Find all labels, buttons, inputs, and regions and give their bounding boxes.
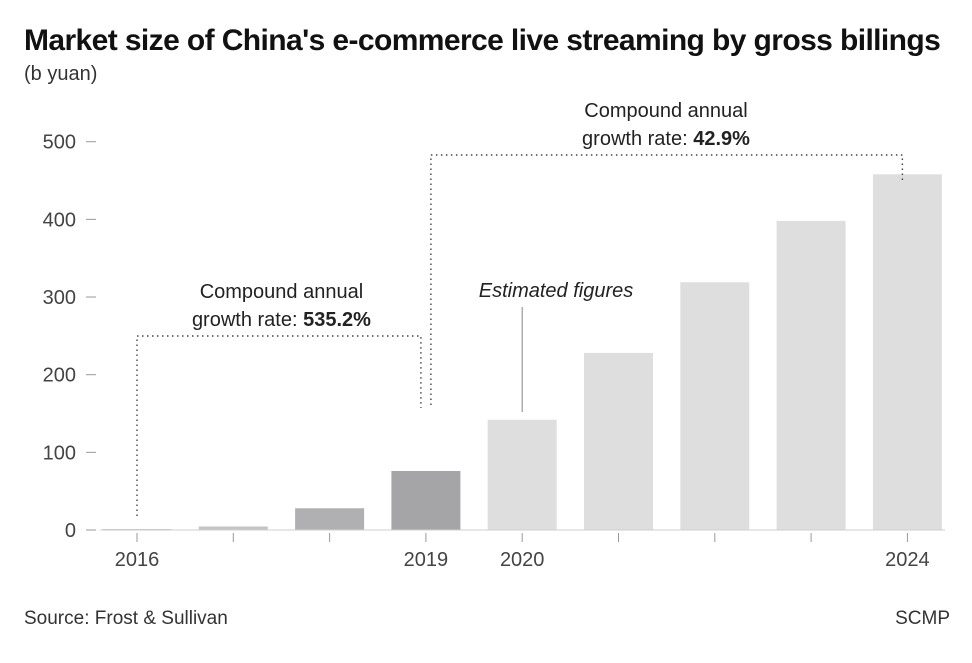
x-tick-label-2020: 2020 (500, 549, 545, 571)
cagr-2019-2024-label-line1: Compound annual (584, 100, 747, 122)
bar-2019 (391, 470, 461, 530)
bar-2021 (584, 352, 653, 530)
cagr-2019-2024-value: 42.9% (693, 128, 750, 150)
bar-2018 (295, 508, 365, 530)
x-axis: 2016 2019 2020 2024 (100, 529, 945, 571)
cagr-2019-2024-label-line2: growth rate: 42.9% (582, 128, 750, 150)
bar-2017 (198, 526, 268, 530)
cagr-2016-2019-label-line1: Compound annual (200, 281, 363, 303)
bar-2024 (872, 174, 942, 530)
bar-2023 (776, 220, 846, 530)
bars (102, 174, 942, 530)
y-tick-label: 400 (43, 209, 76, 231)
cagr-2016-2019-label-line2: growth rate: 535.2% (192, 309, 371, 331)
x-tick-label-2019: 2019 (404, 549, 449, 571)
bar-2020 (487, 419, 557, 530)
y-tick-label: 500 (43, 132, 76, 154)
cagr-2016-2019-value: 535.2% (303, 309, 371, 331)
bar-2022 (680, 282, 750, 530)
cagr-2016-2019-bracket (136, 335, 422, 516)
y-tick-label: 300 (43, 287, 76, 309)
bar-chart: 0 100 200 300 400 500 2016 2019 2020 2024 Compou… (43, 100, 945, 571)
y-tick-label: 0 (65, 520, 76, 542)
x-tick-label-2016: 2016 (115, 549, 160, 571)
credit-label: SCMP (895, 608, 950, 629)
y-tick-label: 200 (43, 365, 76, 387)
y-axis: 0 100 200 300 400 500 (43, 132, 96, 542)
x-tick-label-2024: 2024 (885, 549, 930, 571)
estimated-figures-label: Estimated figures (479, 280, 634, 302)
annotations: Compound annual growth rate: 535.2% Comp… (136, 100, 904, 516)
cagr-2016-2019-prefix: growth rate: (192, 309, 303, 331)
cagr-2019-2024-bracket (430, 154, 904, 405)
y-tick-label: 100 (43, 442, 76, 464)
source-note: Source: Frost & Sullivan (24, 608, 228, 629)
cagr-2019-2024-prefix: growth rate: (582, 128, 693, 150)
chart-title: Market size of China's e-commerce live s… (24, 24, 941, 57)
chart-unit: (b yuan) (24, 63, 98, 85)
